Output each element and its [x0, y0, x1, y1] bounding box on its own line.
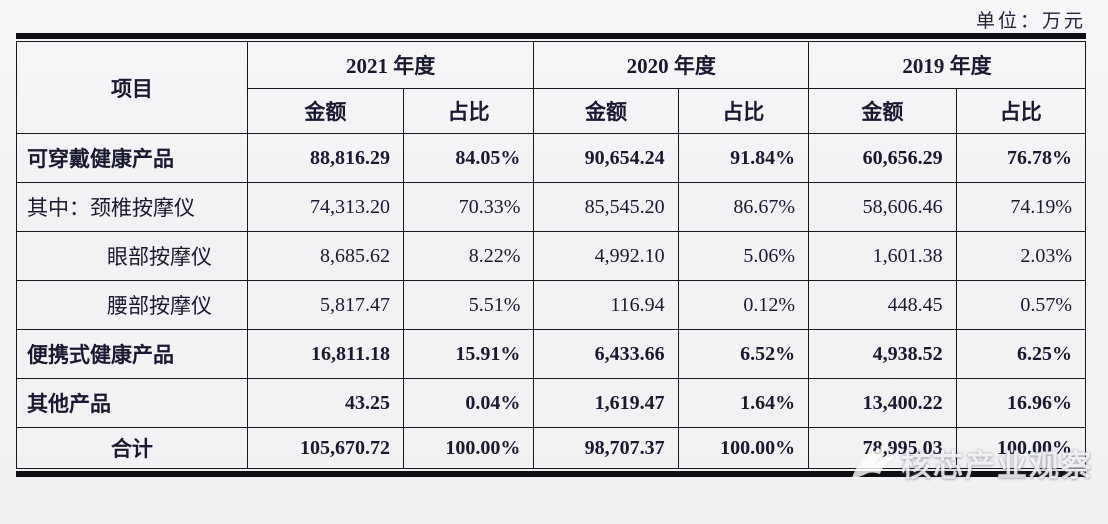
- table-row: 腰部按摩仪 5,817.47 5.51% 116.94 0.12% 448.45 0.57%: [16, 280, 1087, 330]
- header-year-row: 项目 2021 年度 2020 年度 2019 年度: [16, 41, 1086, 134]
- row-label: 合计: [16, 427, 248, 469]
- row-label: 可穿戴健康产品: [16, 133, 248, 183]
- amount-cell: 1,619.47: [533, 378, 679, 428]
- share-cell: 1.64%: [677, 378, 810, 428]
- share-cell: 100.00%: [955, 427, 1087, 469]
- amount-cell: 4,938.52: [808, 329, 957, 379]
- table-row: 眼部按摩仪 8,685.62 8.22% 4,992.10 5.06% 1,601.38 2…: [16, 231, 1087, 281]
- row-label: 腰部按摩仪: [16, 280, 248, 330]
- amount-cell: 116.94: [533, 280, 679, 330]
- share-cell: 100.00%: [677, 427, 810, 469]
- amount-cell: 78,995.03: [808, 427, 957, 469]
- row-label: 眼部按摩仪: [16, 231, 248, 281]
- unit-label: 单位：万元: [975, 11, 1086, 32]
- amount-cell: 98,707.37: [533, 427, 679, 469]
- share-cell: 6.52%: [677, 329, 810, 379]
- amount-cell: 60,656.29: [808, 133, 957, 183]
- amount-cell: 5,817.47: [246, 280, 404, 330]
- share-cell: 91.84%: [677, 133, 810, 183]
- amount-cell: 85,545.20: [533, 182, 679, 232]
- share-cell: 5.51%: [402, 280, 535, 330]
- share-cell: 0.12%: [677, 280, 810, 330]
- col-header-amount: 金额: [246, 88, 404, 134]
- amount-cell: 74,313.20: [246, 182, 404, 232]
- share-cell: 0.04%: [402, 378, 535, 428]
- share-cell: 86.67%: [677, 182, 810, 232]
- row-label: 其他产品: [16, 378, 248, 428]
- amount-cell: 4,992.10: [533, 231, 679, 281]
- col-header-share: 占比: [677, 88, 810, 134]
- col-header-year-2019: 2019 年度: [808, 41, 1086, 89]
- row-label: 便携式健康产品: [16, 329, 248, 379]
- table-row: 其中：颈椎按摩仪 74,313.20 70.33% 85,545.20 86.67% 58…: [16, 182, 1087, 232]
- amount-cell: 448.45: [808, 280, 957, 330]
- revenue-table: 项目 2021 年度 2020 年度 2019 年度 金额 占比 金额 占比 金…: [16, 33, 1087, 477]
- amount-cell: 105,670.72: [246, 427, 404, 469]
- col-header-year-2020: 2020 年度: [533, 41, 810, 89]
- amount-cell: 16,811.18: [246, 329, 404, 379]
- amount-cell: 90,654.24: [533, 133, 679, 183]
- row-label: 其中：颈椎按摩仪: [16, 182, 248, 232]
- amount-cell: 58,606.46: [808, 182, 957, 232]
- col-header-item: 项目: [16, 41, 248, 134]
- amount-cell: 43.25: [246, 378, 404, 428]
- share-cell: 100.00%: [402, 427, 535, 469]
- table-body: 可穿戴健康产品 88,816.29 84.05% 90,654.24 91.84% 60,…: [16, 133, 1087, 469]
- share-cell: 2.03%: [955, 231, 1087, 281]
- amount-cell: 13,400.22: [808, 378, 957, 428]
- table-row: 其他产品 43.25 0.04% 1,619.47 1.64% 13,400.22 16.9…: [16, 378, 1087, 428]
- share-cell: 76.78%: [955, 133, 1087, 183]
- share-cell: 0.57%: [955, 280, 1087, 330]
- share-cell: 16.96%: [955, 378, 1087, 428]
- share-cell: 15.91%: [402, 329, 535, 379]
- table-row: 可穿戴健康产品 88,816.29 84.05% 90,654.24 91.84% 60,…: [16, 133, 1087, 183]
- col-header-amount: 金额: [808, 88, 957, 134]
- amount-cell: 8,685.62: [246, 231, 404, 281]
- total-row: 合计 105,670.72 100.00% 98,707.37 100.00% 78,99…: [16, 427, 1087, 469]
- col-header-share: 占比: [955, 88, 1087, 134]
- col-header-year-2021: 2021 年度: [246, 41, 535, 89]
- share-cell: 70.33%: [402, 182, 535, 232]
- share-cell: 74.19%: [955, 182, 1087, 232]
- table-row: 便携式健康产品 16,811.18 15.91% 6,433.66 6.52% 4,938…: [16, 329, 1087, 379]
- share-cell: 8.22%: [402, 231, 535, 281]
- amount-cell: 88,816.29: [246, 133, 404, 183]
- share-cell: 5.06%: [677, 231, 810, 281]
- amount-cell: 1,601.38: [808, 231, 957, 281]
- share-cell: 6.25%: [955, 329, 1087, 379]
- amount-cell: 6,433.66: [533, 329, 679, 379]
- share-cell: 84.05%: [402, 133, 535, 183]
- col-header-amount: 金额: [533, 88, 679, 134]
- col-header-share: 占比: [402, 88, 535, 134]
